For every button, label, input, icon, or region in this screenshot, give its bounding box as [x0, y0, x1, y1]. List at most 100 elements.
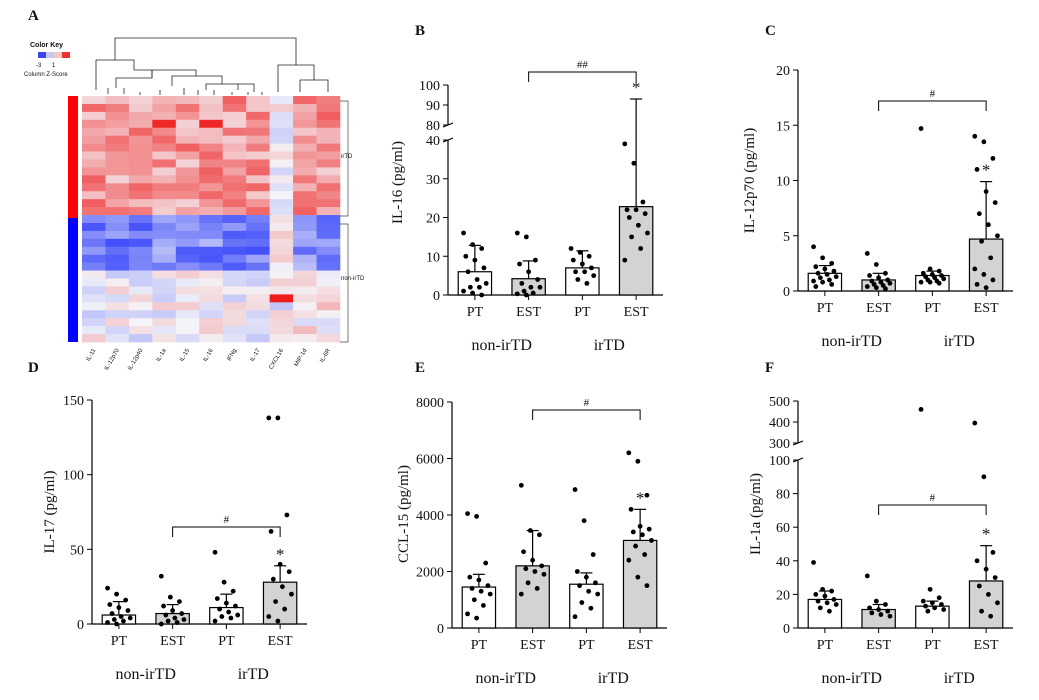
data-point	[642, 552, 648, 557]
heatmap-cell	[222, 215, 247, 224]
data-point	[174, 620, 180, 625]
heatmap-cell	[293, 183, 317, 192]
heatmap-cell	[175, 302, 200, 311]
heatmap-cell	[293, 127, 317, 136]
heatmap-cell	[175, 127, 200, 136]
heatmap-cell	[246, 111, 270, 121]
data-point	[478, 588, 484, 594]
y-tick-label: 0	[783, 622, 790, 637]
heatmap-cell	[128, 119, 153, 129]
heatmap-cell	[175, 103, 200, 113]
data-point	[876, 607, 882, 612]
y-tick-label: 500	[769, 395, 790, 410]
data-point	[586, 253, 592, 259]
heatmap-cell	[175, 167, 200, 176]
data-point	[514, 291, 520, 297]
heatmap-cell	[222, 310, 247, 319]
heatmap-cell	[316, 215, 341, 224]
y-tick-label: 20	[426, 212, 440, 227]
data-point	[479, 292, 485, 298]
heatmap-cell	[82, 310, 106, 319]
heatmap-cell	[222, 230, 247, 240]
heatmap-cell	[269, 143, 294, 152]
heatmap-cell	[105, 302, 130, 311]
heatmap-cell	[128, 222, 153, 232]
heatmap-cell	[199, 294, 224, 303]
heatmap-cell	[222, 246, 247, 256]
data-point	[974, 167, 980, 172]
heatmap-cell	[199, 254, 224, 263]
data-point	[523, 234, 529, 240]
heatmap-cell	[222, 294, 247, 303]
data-point	[827, 277, 832, 283]
heatmap-cell	[82, 175, 106, 184]
heatmap-cell	[222, 238, 247, 248]
data-point	[165, 618, 171, 624]
heatmap-cell	[175, 310, 200, 319]
heatmap-cell	[199, 103, 224, 113]
heatmap-cell	[128, 262, 153, 271]
heatmap-cell	[128, 318, 153, 327]
data-point	[537, 532, 542, 538]
heatmap-cell	[175, 143, 200, 152]
data-point	[572, 614, 578, 620]
significance-star: *	[982, 161, 991, 180]
data-point	[985, 222, 991, 228]
heatmap-cell	[175, 326, 200, 335]
data-point	[644, 583, 650, 589]
heatmap-cell	[128, 326, 153, 335]
heatmap-cell	[199, 207, 224, 216]
heatmap-cell	[293, 96, 317, 105]
heatmap-cell	[293, 302, 317, 311]
y-tick-label: 400	[769, 416, 790, 431]
data-point	[127, 615, 133, 621]
heatmap-cell	[316, 183, 341, 192]
data-point	[593, 580, 598, 586]
heatmap-cell	[128, 278, 153, 287]
heatmap-cell	[269, 310, 294, 319]
y-tick-label: 300	[769, 437, 790, 452]
heatmap-cell	[246, 159, 270, 168]
data-point	[813, 264, 819, 270]
heatmap-column-label: IL-16	[203, 347, 215, 362]
data-point	[518, 482, 524, 488]
data-point	[628, 506, 634, 512]
data-point	[920, 598, 926, 604]
heatmap-cell	[128, 310, 153, 319]
data-point	[118, 614, 124, 619]
data-point	[833, 602, 839, 607]
data-point	[638, 246, 644, 251]
data-point	[228, 615, 234, 621]
heatmap-cell	[199, 159, 224, 168]
y-axis-label: IL-12p70 (pg/ml)	[742, 128, 758, 233]
x-tick-label: EST	[628, 638, 653, 653]
significance-star: *	[982, 525, 991, 544]
data-point	[974, 281, 980, 287]
data-point	[817, 605, 823, 611]
data-point	[465, 511, 470, 516]
heatmap-cell	[199, 222, 224, 232]
heatmap-cell	[293, 254, 317, 263]
heatmap-cell	[293, 334, 317, 343]
heatmap-cell	[82, 103, 106, 113]
data-point	[876, 275, 882, 281]
heatmap-cell	[316, 326, 341, 335]
heatmap-cell	[152, 183, 177, 192]
significance-bracket	[532, 409, 641, 420]
y-tick-label: 50	[70, 543, 84, 558]
heatmap-cell	[316, 254, 341, 263]
data-point	[822, 266, 828, 272]
bar-est	[968, 238, 1004, 292]
data-point	[864, 284, 870, 289]
data-point	[461, 288, 466, 294]
heatmap-cell	[152, 103, 177, 113]
data-point	[181, 617, 187, 622]
heatmap-cell	[152, 135, 177, 144]
data-point	[476, 577, 482, 583]
data-point	[179, 611, 185, 616]
heatmap-cell	[82, 270, 106, 279]
data-point	[630, 529, 636, 535]
heatmap-cell	[105, 286, 130, 295]
data-point	[590, 552, 596, 557]
